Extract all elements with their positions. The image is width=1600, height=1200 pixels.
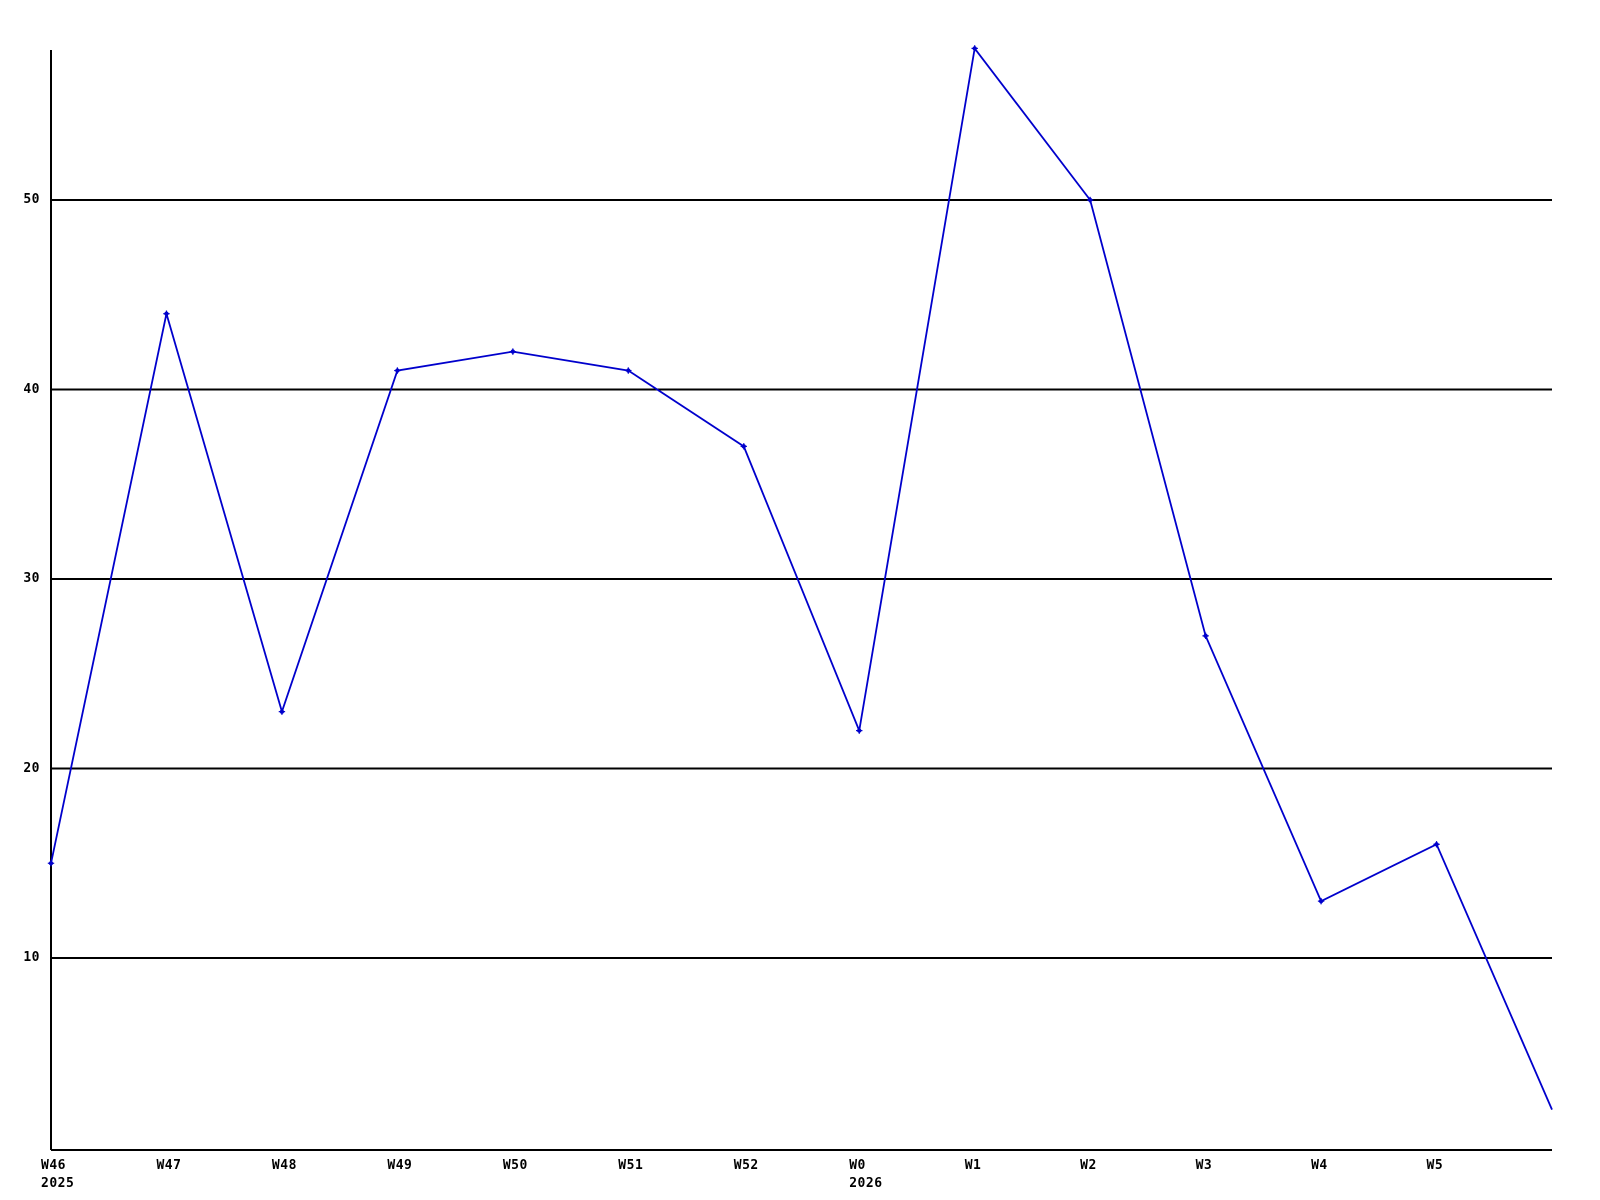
- x-tick-label-W49: W49: [387, 1158, 413, 1173]
- x-tick-label-W47: W47: [156, 1158, 182, 1173]
- data-point-markers: [47, 45, 1440, 905]
- y-tick-label-40: 40: [23, 381, 40, 397]
- x-tick-label-W2: W2: [1080, 1158, 1097, 1173]
- x-tick-label-W48: W48: [271, 1158, 297, 1173]
- data-point-W50: [509, 348, 517, 355]
- x-tick-label-W1: W1: [964, 1158, 982, 1173]
- x-tick-label-W4: W4: [1311, 1158, 1328, 1173]
- data-point-W47: [163, 310, 170, 317]
- x-year-label-2026: 2026: [849, 1176, 883, 1191]
- x-tick-label-W46: W46: [41, 1158, 66, 1173]
- x-tick-label-W51: W51: [618, 1158, 644, 1173]
- data-point-W48: [278, 708, 286, 715]
- data-point-W46: [47, 860, 55, 867]
- x-tick-label-W0: W0: [849, 1158, 866, 1173]
- data-series: [50, 46, 1553, 1110]
- data-point-W0: [856, 727, 863, 734]
- data-point-W49: [394, 367, 401, 374]
- x-tick-label-W5: W5: [1426, 1158, 1444, 1173]
- axes: [50, 50, 1552, 1151]
- x-year-label-2025: 2025: [41, 1176, 75, 1191]
- x-tick-label-W3: W3: [1195, 1158, 1213, 1173]
- series-line: [50, 46, 1553, 1110]
- data-point-W3: [1202, 632, 1209, 640]
- data-point-W51: [625, 367, 632, 374]
- y-tick-label-30: 30: [23, 571, 40, 586]
- gridlines: [51, 199, 1552, 959]
- data-point-W2: [1086, 196, 1094, 204]
- data-point-W4: [1317, 897, 1325, 905]
- y-tick-label-50: 50: [23, 192, 40, 207]
- y-tick-label-20: 20: [23, 760, 40, 776]
- y-tick-label-10: 10: [23, 950, 40, 965]
- data-point-W52: [740, 443, 747, 450]
- data-point-W1: [971, 45, 978, 52]
- data-point-W5: [1433, 841, 1440, 848]
- x-tick-label-W50: W50: [502, 1158, 528, 1173]
- x-tick-label-W52: W52: [733, 1158, 759, 1173]
